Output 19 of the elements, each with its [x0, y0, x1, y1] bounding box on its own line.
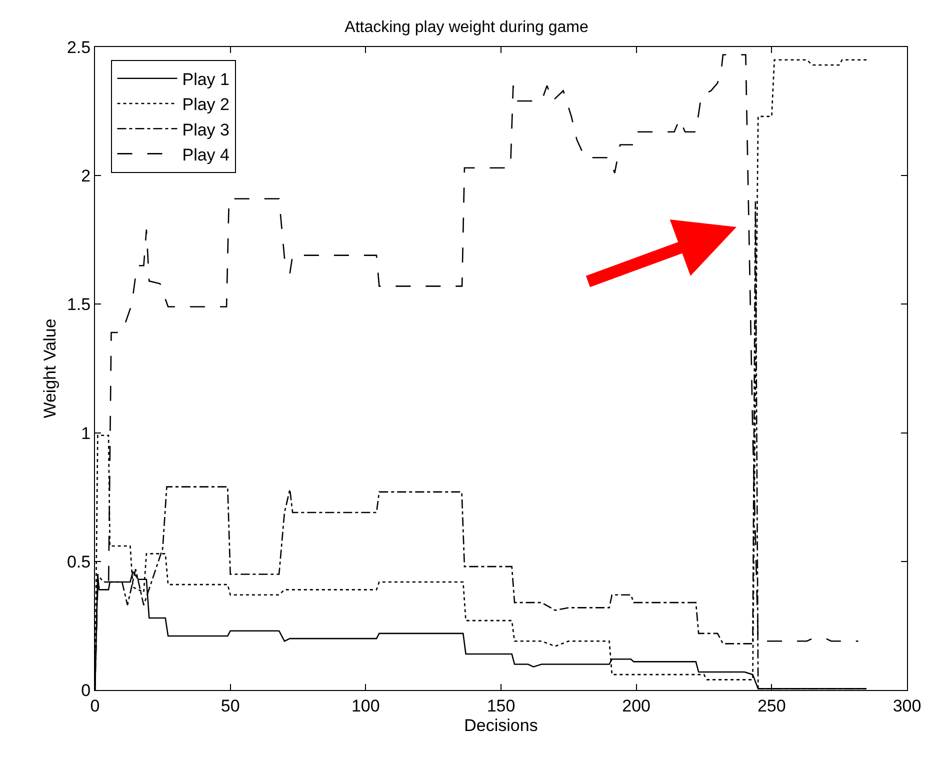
y-tick-label: 0 — [81, 680, 91, 700]
x-tick-label: 300 — [892, 696, 922, 716]
x-tick-label: 200 — [622, 696, 651, 716]
x-tick-label: 100 — [351, 696, 380, 716]
x-tick-label: 50 — [220, 696, 240, 716]
legend-label: Play 4 — [182, 145, 230, 164]
legend-label: Play 3 — [182, 120, 230, 140]
legend-label: Play 2 — [182, 95, 230, 114]
y-tick-label: 2.5 — [66, 38, 91, 57]
y-tick-label: 2 — [81, 166, 91, 186]
x-tick-label: 250 — [757, 696, 786, 716]
x-axis-title: Decisions — [464, 716, 538, 735]
chart-title: Attacking play weight during game — [344, 19, 588, 36]
legend-label: Play 1 — [182, 70, 230, 90]
y-tick-label: 1 — [81, 424, 91, 443]
y-axis-title: Weight Value — [40, 318, 60, 418]
x-tick-label: 150 — [486, 696, 516, 716]
y-tick-label: 1.5 — [66, 295, 91, 314]
y-tick-label: 0.5 — [66, 552, 91, 572]
